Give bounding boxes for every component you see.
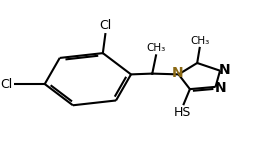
Text: Cl: Cl	[1, 78, 13, 91]
Text: CH₃: CH₃	[190, 36, 209, 46]
Text: N: N	[219, 63, 231, 77]
Text: N: N	[215, 81, 226, 95]
Text: N: N	[171, 66, 183, 80]
Text: Cl: Cl	[99, 19, 112, 32]
Text: CH₃: CH₃	[146, 44, 166, 53]
Text: HS: HS	[174, 106, 191, 119]
